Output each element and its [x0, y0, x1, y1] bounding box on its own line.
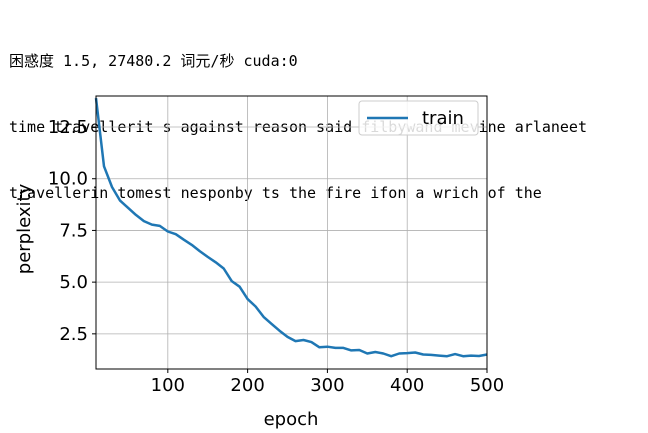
grid — [96, 96, 488, 369]
x-tick-label: 500 — [470, 375, 504, 396]
y-tick-label: 12.5 — [48, 117, 88, 138]
series-line-train — [94, 97, 488, 358]
x-tick-label: 400 — [390, 375, 424, 396]
x-tick-label: 100 — [151, 375, 185, 396]
plot-frame — [95, 95, 488, 370]
x-tick-label: 200 — [230, 375, 264, 396]
y-axis: 2.5 5.0 7.5 10.0 12.5 — [48, 117, 96, 345]
x-tick-label: 300 — [310, 375, 344, 396]
series-layer — [94, 97, 488, 358]
y-tick-label: 10.0 — [48, 169, 88, 190]
legend-box — [358, 100, 479, 136]
legend: train — [358, 100, 479, 136]
legend-label-train: train — [422, 108, 464, 129]
status-line: 困惑度 1.5, 27480.2 词元/秒 cuda:0 — [9, 52, 298, 70]
x-axis: 100 200 300 400 500 — [151, 369, 504, 396]
y-tick-label: 7.5 — [59, 220, 88, 241]
y-tick-label: 5.0 — [59, 272, 88, 293]
y-axis-label: perplexity — [14, 183, 35, 274]
sample-line: travellerin tomest nesponby ts the fire … — [9, 184, 542, 202]
x-axis-label: epoch — [264, 409, 319, 430]
y-tick-label: 2.5 — [59, 324, 88, 345]
